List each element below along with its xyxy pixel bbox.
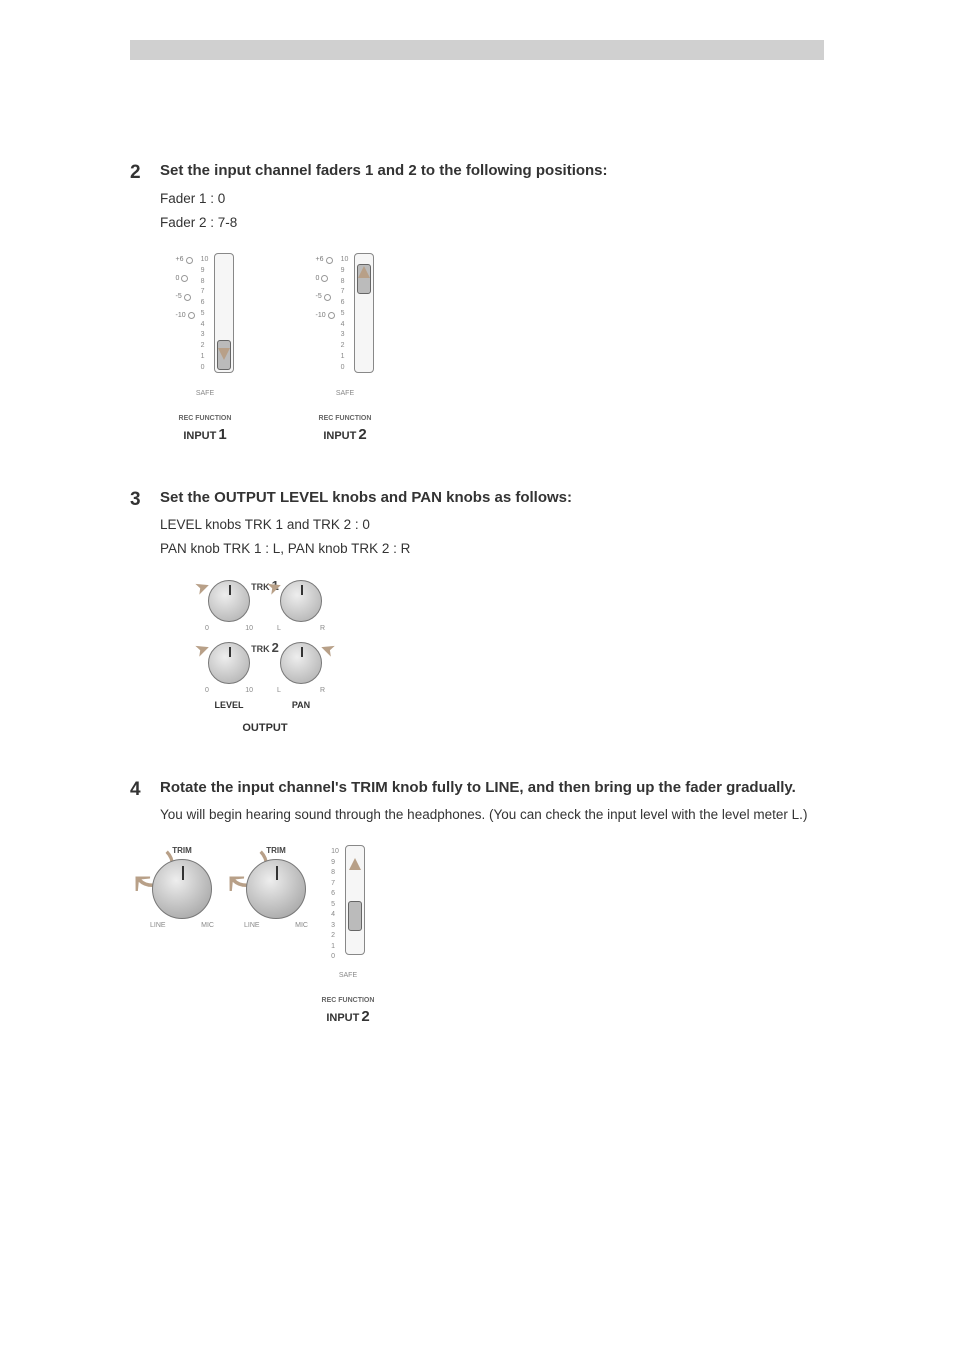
led-icon [326,257,333,264]
led-0-icon [181,275,188,282]
led-icon [324,294,331,301]
trk1-pan-knob [280,580,322,622]
pan-label: PAN [292,699,310,713]
step4-safe-label: SAFE [339,971,357,982]
input2-fader-scale: 10 9 8 7 6 5 4 3 2 1 0 [341,253,349,373]
step-number-3: 3 [130,487,160,737]
input1-fader-track [214,253,234,373]
step-2-fader1-pos: Fader 1 : 0 [160,189,824,209]
led-plus6-label: +6 [176,255,184,266]
trk2-pan-knob [280,642,322,684]
input2-label: INPUT 2 [323,424,366,447]
trim-label-1: TRIM [172,845,192,857]
step-3-sub2: PAN knob TRK 1 : L, PAN knob TRK 2 : R [160,539,824,559]
trim-knob-1-dial [152,859,212,919]
level-label: LEVEL [214,699,243,713]
step-2-figure: +6 0 -5 -10 10 9 8 7 6 5 4 [160,253,824,447]
input2-led-column: +6 0 -5 -10 [316,255,335,321]
input1-led-column: +6 0 -5 -10 [176,255,195,321]
step-3-figure: TRK1 ➤ 010 ➤ LR [160,580,824,737]
led-0-label: 0 [176,274,180,285]
step-4-instruction: Rotate the input channel's TRIM knob ful… [160,777,824,800]
step4-input2-label: INPUT 2 [326,1006,369,1029]
step-4: 4 Rotate the input channel's TRIM knob f… [130,777,824,1029]
step4-fader-knob [348,901,362,931]
led-minus5-icon [184,294,191,301]
step4-fader-scale: 10 9 8 7 6 5 4 3 2 1 0 [331,845,339,955]
led-minus10-icon [188,312,195,319]
step-2: 2 Set the input channel faders 1 and 2 t… [130,160,824,447]
led-plus6-icon [186,257,193,264]
step-3: 3 Set the OUTPUT LEVEL knobs and PAN kno… [130,487,824,737]
step-4-figure: ⤾ TRIM LINEMIC ⤾ TRIM LINEMIC [150,845,824,1029]
led-icon [328,312,335,319]
step-3-instruction: Set the OUTPUT LEVEL knobs and PAN knobs… [160,487,824,510]
step-number-2: 2 [130,160,160,447]
input1-fader-strip: +6 0 -5 -10 10 9 8 7 6 5 4 [160,253,250,447]
trim-knob-2: ⤾ TRIM LINEMIC [244,845,308,932]
input2-safe-label: SAFE [336,389,354,400]
trim-label-2: TRIM [266,845,286,857]
input1-fader-scale: 10 9 8 7 6 5 4 3 2 1 0 [201,253,209,373]
input2-rec-function-label: REC FUNCTION [319,414,372,425]
step4-rec-function-label: REC FUNCTION [322,996,375,1007]
input1-label: INPUT 1 [183,424,226,447]
input1-rec-function-label: REC FUNCTION [179,414,232,425]
led-minus10-label: -10 [176,311,186,322]
step-2-fader2-pos: Fader 2 : 7-8 [160,213,824,233]
trim-knob-2-dial [246,859,306,919]
input2-fader-track [354,253,374,373]
step-3-sub1: LEVEL knobs TRK 1 and TRK 2 : 0 [160,515,824,535]
arrow-up-icon [349,858,361,870]
arrow-down-icon [218,348,230,360]
header-separator-bar [130,40,824,60]
output-knob-block: TRK1 ➤ 010 ➤ LR [180,580,350,737]
step-4-sub: You will begin hearing sound through the… [160,805,824,825]
trk1-level-knob [208,580,250,622]
output-label: OUTPUT [180,720,350,737]
trim-knob-1: ⤾ TRIM LINEMIC [150,845,214,932]
arrow-up-icon [358,266,370,278]
led-minus5-label: -5 [176,292,182,303]
led-icon [321,275,328,282]
input1-safe-label: SAFE [196,389,214,400]
trk2-label: TRK2 [251,638,279,658]
step4-fader-strip: 10 9 8 7 6 5 4 3 2 1 0 [318,845,378,1029]
input2-fader-strip: +6 0 -5 -10 10 9 8 7 6 5 4 [300,253,390,447]
step4-fader-track [345,845,365,955]
trk2-level-knob [208,642,250,684]
step-2-instruction: Set the input channel faders 1 and 2 to … [160,160,824,183]
step-2-body: Set the input channel faders 1 and 2 to … [160,160,824,447]
